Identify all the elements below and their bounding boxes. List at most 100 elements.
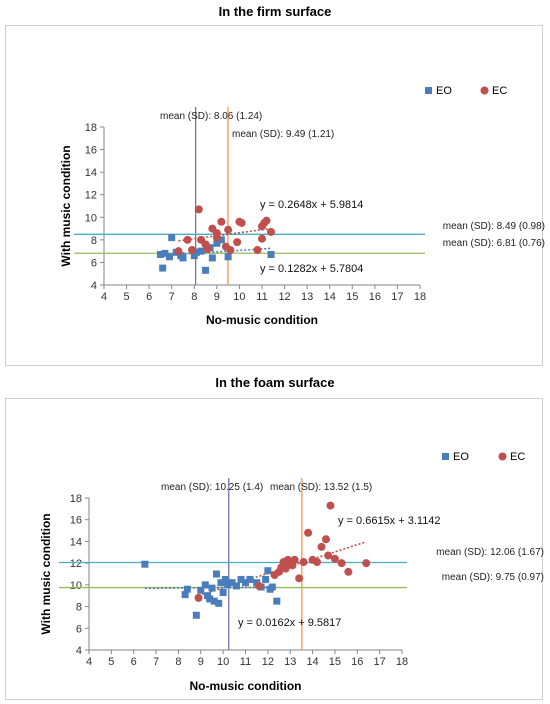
data-point-eo [193,248,201,256]
data-point-eo [165,253,173,261]
y-tick-label: 14 [85,167,97,179]
x-tick-label: 6 [131,656,137,668]
data-point-eo [141,560,149,568]
legend-marker-ec [498,452,507,461]
chart-title-foam: In the foam surface [215,375,335,390]
data-point-ec [299,558,308,567]
data-point-eo [202,266,210,274]
mean-label-vertical: mean (SD): 10.25 (1.4) [161,482,263,493]
data-point-ec [217,217,226,226]
x-tick-label: 15 [329,656,341,668]
y-tick-label: 8 [91,235,97,247]
data-point-ec [254,581,263,590]
data-point-ec [253,246,262,255]
data-point-ec [267,227,276,236]
legend-marker-ec [480,86,489,95]
data-point-eo [237,575,245,583]
data-point-ec [324,551,333,560]
x-tick-label: 13 [284,656,296,668]
data-point-ec [224,225,233,234]
data-point-eo [217,579,225,587]
data-point-eo [208,584,216,592]
data-point-ec [174,247,183,256]
x-tick-label: 12 [262,656,274,668]
y-tick-label: 16 [70,515,82,527]
data-point-ec [344,567,353,576]
data-point-eo [228,579,236,587]
trendline-eo [160,247,272,257]
x-tick-label: 9 [214,291,220,303]
data-point-eo [246,575,254,583]
data-point-eo [159,264,167,272]
x-tick-label: 6 [146,291,152,303]
x-tick-label: 11 [240,656,251,668]
mean-label-horizontal: mean (SD): 9.75 (0.97) [442,572,544,583]
data-point-eo [264,567,272,575]
y-tick-label: 6 [91,257,97,269]
mean-label-vertical: mean (SD): 13.52 (1.5) [270,482,372,493]
trendline-ec [178,227,272,242]
data-point-eo [221,575,229,583]
trendline-equation: y = 0.0162x + 9.5817 [238,617,341,629]
mean-label-horizontal: mean (SD): 12.06 (1.67) [436,547,544,558]
y-tick-label: 16 [85,145,97,157]
data-point-ec [262,216,271,225]
x-tick-label: 11 [256,291,267,303]
data-point-ec [226,246,235,255]
data-point-ec [233,238,242,247]
data-point-ec [194,593,203,602]
x-tick-label: 13 [301,291,313,303]
data-point-ec [362,559,371,568]
y-tick-label: 6 [76,623,82,635]
x-tick-label: 14 [324,291,336,303]
data-point-ec [281,564,290,573]
data-point-eo [233,582,241,590]
data-point-ec [188,246,197,255]
data-point-ec [321,535,330,544]
data-point-eo [206,595,214,603]
mean-label-horizontal: mean (SD): 6.81 (0.76) [443,238,545,249]
data-point-eo [224,253,232,261]
y-axis-title: With music condition [59,145,73,266]
data-point-eo [156,251,164,259]
data-point-eo [201,581,209,589]
data-point-eo [268,583,276,591]
legend-marker-eo [442,453,449,460]
y-tick-label: 10 [70,580,82,592]
y-tick-label: 4 [76,645,82,657]
x-axis-title: No-music condition [206,313,318,327]
data-point-eo [183,585,191,593]
data-point-ec [330,554,339,563]
y-tick-label: 14 [70,536,82,548]
data-point-eo [224,581,232,589]
data-point-eo [215,599,223,607]
data-point-eo [197,247,205,255]
mean-label-vertical: mean (SD): 9.49 (1.21) [232,129,334,140]
x-tick-label: 7 [153,656,159,668]
y-tick-label: 12 [85,190,97,202]
data-point-eo [273,597,281,605]
legend-marker-eo [425,87,432,94]
data-point-ec [183,235,192,244]
data-point-ec [317,542,326,551]
x-tick-label: 15 [346,291,358,303]
x-tick-label: 7 [169,291,175,303]
x-tick-label: 10 [233,291,245,303]
chart-frame-firm [5,25,543,366]
data-point-eo [219,588,227,596]
x-tick-label: 17 [391,291,403,303]
trendline-equation: y = 0.1282x + 5.7804 [260,263,363,275]
data-point-ec [304,528,313,537]
data-point-ec [295,574,304,583]
data-point-ec [212,233,221,242]
data-point-ec [313,558,322,567]
y-tick-label: 18 [85,122,97,134]
x-tick-label: 8 [191,291,197,303]
x-axis-title: No-music condition [190,679,302,693]
trendline-equation: y = 0.6615x + 3.1142 [338,515,441,527]
data-point-ec [337,559,346,568]
data-point-eo [181,591,189,599]
legend-label-eo: EO [453,451,469,463]
x-tick-label: 14 [306,656,318,668]
data-point-eo [217,236,225,244]
